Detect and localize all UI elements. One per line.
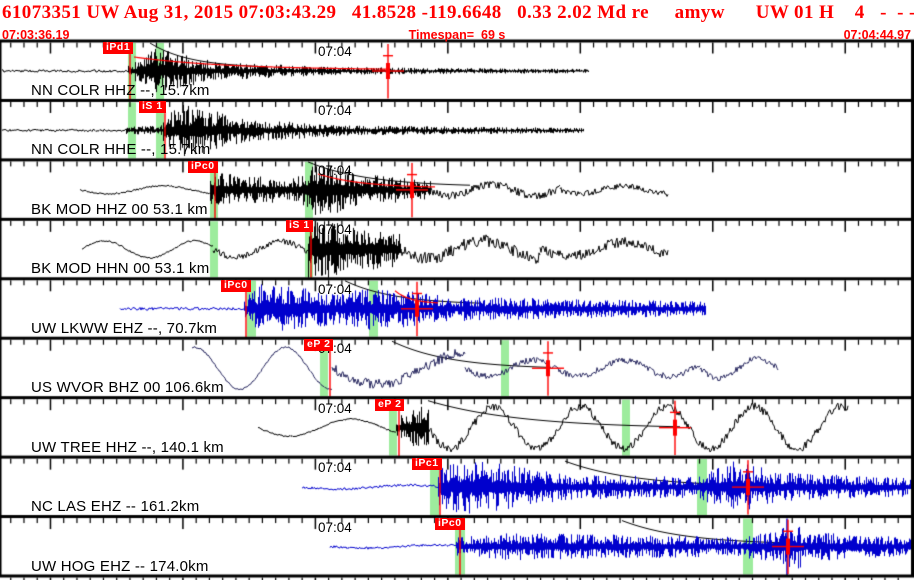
station-label: NN COLR HHE --, 15.7km [31, 141, 211, 159]
trace-panel-uw-hog-ehz[interactable]: iPc0 07:04 UW HOG EHZ -- 174.0km [0, 517, 914, 576]
station-label: BK MOD HHZ 00 53.1 km [31, 200, 208, 218]
trace-time-label: 07:04 [318, 460, 352, 476]
trace-time-label: 07:04 [318, 162, 352, 178]
phase-pick-label[interactable]: iPc0 [188, 160, 218, 173]
station-label: UW HOG EHZ -- 174.0km [31, 557, 209, 575]
window-start-time: 07:03:36.19 [2, 28, 70, 42]
phase-pick-label[interactable]: iS 1 [286, 220, 313, 233]
phase-pick-label[interactable]: iPc0 [435, 517, 465, 530]
phase-pick-label[interactable]: eP 2 [304, 339, 334, 352]
station-label: US WVOR BHZ 00 106.6km [31, 379, 224, 397]
phase-pick-label[interactable]: iPc1 [412, 458, 442, 471]
trace-panel-bk-mod-hhz[interactable]: iPc0 07:04 BK MOD HHZ 00 53.1 km [0, 160, 914, 219]
phase-pick-label[interactable]: eP 2 [375, 398, 405, 411]
trace-time-label: 07:04 [318, 519, 352, 535]
trace-panel-us-wvor-bhz[interactable]: eP 2 07:04 US WVOR BHZ 00 106.6km [0, 338, 914, 397]
trace-panel-nc-las-ehz[interactable]: iPc1 07:04 NC LAS EHZ -- 161.2km [0, 457, 914, 516]
event-summary-header: 61073351 UW Aug 31, 2015 07:03:43.29 41.… [2, 2, 914, 23]
trace-panel-nn-colr-hhe[interactable]: iS 1 07:04 NN COLR HHE --, 15.7km [0, 100, 914, 159]
phase-pick-label[interactable]: iPc0 [221, 279, 251, 292]
phase-pick-label[interactable]: iS 1 [139, 101, 166, 114]
station-label: NC LAS EHZ -- 161.2km [31, 498, 200, 516]
trace-time-label: 07:04 [318, 103, 352, 119]
timespan-label: Timespan= 69 s [408, 28, 506, 42]
station-label: NN COLR HHZ --, 15.7km [31, 82, 210, 99]
trace-time-label: 07:04 [318, 281, 352, 297]
trace-panel-uw-lkww-ehz[interactable]: iPc0 07:04 UW LKWW EHZ --, 70.7km [0, 279, 914, 338]
phase-pick-label[interactable]: iPd1 [103, 42, 134, 54]
station-label: UW LKWW EHZ --, 70.7km [31, 319, 218, 337]
station-label: BK MOD HHN 00 53.1 km [31, 260, 210, 278]
trace-time-label: 07:04 [318, 44, 352, 59]
trace-panel-uw-tree-hhz[interactable]: eP 2 07:04 UW TREE HHZ --, 140.1 km [0, 398, 914, 457]
trace-time-label: 07:04 [318, 222, 352, 238]
window-end-time: 07:04:44.97 [843, 28, 911, 42]
trace-panel-nn-colr-hhz[interactable]: iPd1 07:04 NN COLR HHZ --, 15.7km [0, 41, 914, 100]
trace-time-label: 07:04 [318, 400, 352, 416]
station-label: UW TREE HHZ --, 140.1 km [31, 438, 224, 456]
trace-panel-bk-mod-hhn[interactable]: iS 1 07:04 BK MOD HHN 00 53.1 km [0, 219, 914, 278]
